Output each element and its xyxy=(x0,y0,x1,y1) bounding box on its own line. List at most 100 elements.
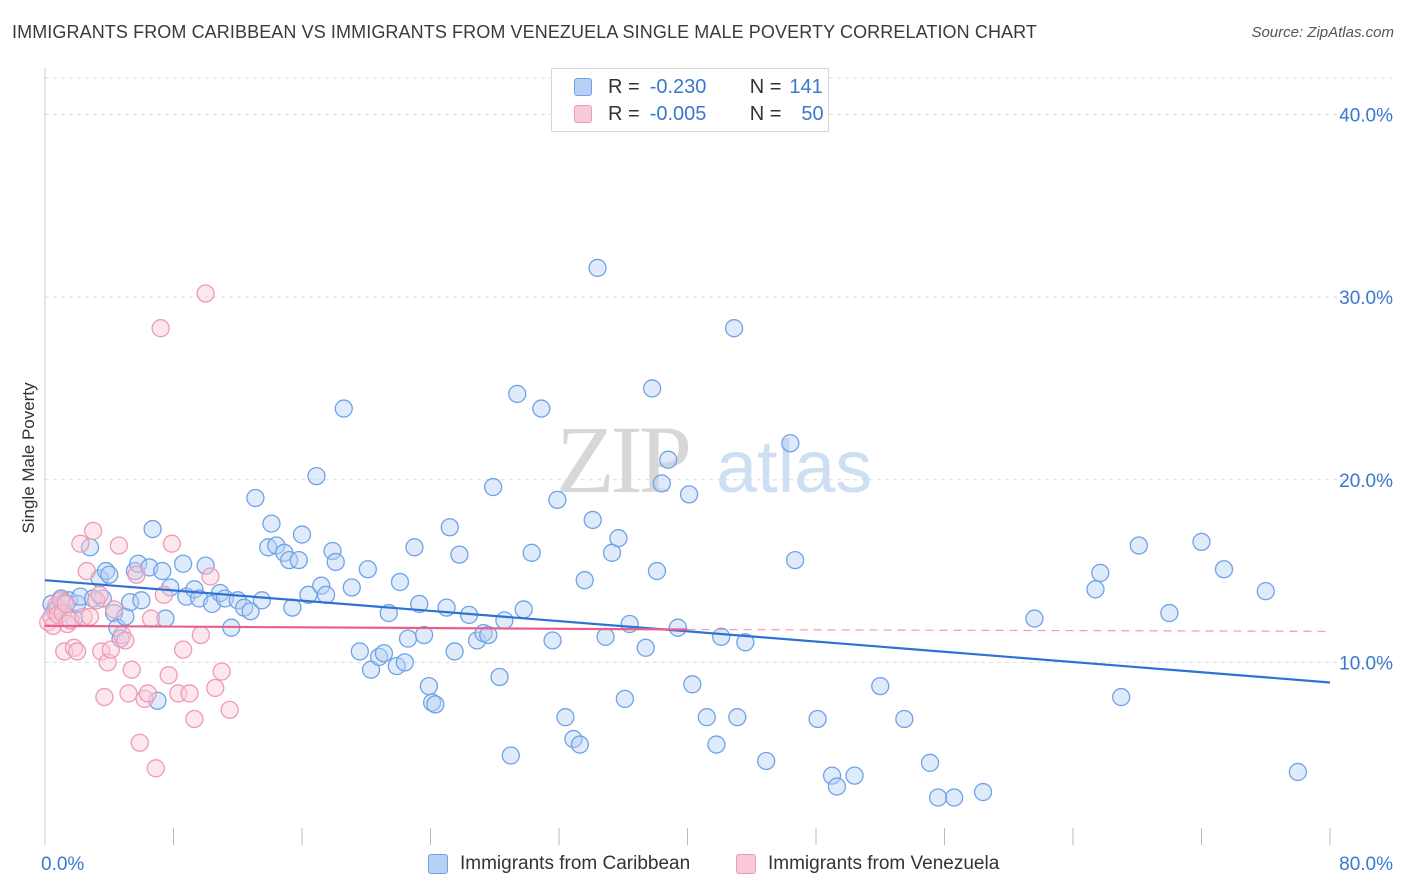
venezuela-point xyxy=(109,536,129,555)
caribbean-point xyxy=(445,642,464,661)
venezuela-point xyxy=(119,684,138,703)
caribbean-swatch xyxy=(574,78,592,96)
venezuela-point xyxy=(206,678,225,698)
watermark-zip: ZIP xyxy=(556,406,689,513)
caribbean-point xyxy=(724,319,744,338)
legend-venezuela-n-label: N = xyxy=(749,102,782,125)
caribbean-point xyxy=(1214,560,1234,579)
caribbean-point xyxy=(350,642,369,661)
gridlines xyxy=(45,77,1392,663)
caribbean-point xyxy=(757,751,776,771)
caribbean-point xyxy=(736,633,755,652)
venezuela-point xyxy=(77,561,96,581)
bottom-venezuela-label: Immigrants from Venezuela xyxy=(768,853,1000,874)
caribbean-point xyxy=(697,708,716,727)
venezuela-point xyxy=(220,700,239,720)
caribbean-point xyxy=(1256,582,1275,601)
caribbean-point xyxy=(326,552,345,572)
caribbean-point xyxy=(292,525,312,544)
caribbean-point xyxy=(1086,580,1105,599)
x-tick-label-max: 80.0% xyxy=(1339,854,1393,875)
caribbean-point xyxy=(845,766,864,785)
caribbean-point xyxy=(173,554,193,573)
caribbean-point xyxy=(596,627,615,646)
caribbean-point xyxy=(785,550,805,570)
caribbean-point xyxy=(479,625,498,645)
caribbean-point xyxy=(615,689,635,709)
y-tick-label: 20.0% xyxy=(1339,471,1393,492)
venezuela-point xyxy=(185,709,204,729)
venezuela-point xyxy=(95,687,114,707)
venezuela-point xyxy=(138,684,157,703)
caribbean-point xyxy=(490,667,509,687)
legend-caribbean-n-label: N = xyxy=(749,75,782,98)
venezuela-point xyxy=(56,594,76,614)
caribbean-point xyxy=(334,399,353,418)
caribbean-point xyxy=(405,538,424,557)
venezuela-point xyxy=(180,684,199,703)
caribbean-point xyxy=(185,580,204,599)
caribbean-point xyxy=(143,519,162,539)
caribbean-point xyxy=(636,638,655,657)
watermark: ZIP atlas xyxy=(556,406,872,513)
caribbean-point xyxy=(556,708,575,727)
venezuela-point xyxy=(191,625,210,645)
caribbean-point xyxy=(358,560,378,579)
caribbean-point xyxy=(426,695,445,714)
caribbean-point xyxy=(683,675,702,694)
caribbean-point xyxy=(1192,532,1211,552)
caribbean-point xyxy=(609,529,628,548)
caribbean-point xyxy=(647,561,667,581)
caribbean-point xyxy=(1129,536,1149,555)
caribbean-point xyxy=(583,510,602,530)
caribbean-point xyxy=(410,594,429,614)
caribbean-point xyxy=(323,541,342,561)
caribbean-point xyxy=(659,450,678,469)
caribbean-point xyxy=(1112,687,1131,707)
source-credit: Source: ZipAtlas.com xyxy=(1251,24,1394,41)
data-points xyxy=(39,258,1308,807)
venezuela-trend-line xyxy=(44,624,688,631)
venezuela-point xyxy=(127,565,146,584)
venezuela-point xyxy=(104,600,124,619)
venezuela-point xyxy=(135,689,154,709)
venezuela-point xyxy=(162,534,182,553)
caribbean-point xyxy=(467,631,487,650)
venezuela-point xyxy=(90,585,109,604)
caribbean-point xyxy=(543,631,562,650)
legend-caribbean-r-label: R = xyxy=(608,75,640,98)
bottom-caribbean-label: Immigrants from Caribbean xyxy=(460,853,691,874)
caribbean-point xyxy=(419,676,439,696)
trend-lines xyxy=(44,579,1331,684)
caribbean-point xyxy=(450,545,469,564)
caribbean-point xyxy=(871,676,890,696)
caribbean-point xyxy=(652,474,671,493)
venezuela-point xyxy=(212,662,231,681)
venezuela-point xyxy=(159,666,178,685)
caribbean-point xyxy=(316,585,336,604)
venezuela-point xyxy=(67,642,87,661)
caribbean-point xyxy=(712,627,731,646)
venezuela-point xyxy=(116,631,135,650)
bottom-legend-venezuela: Immigrants from Venezuela xyxy=(736,852,999,876)
legend-venezuela-r-label: R = xyxy=(608,102,640,125)
caribbean-point xyxy=(944,788,964,807)
caribbean-trend-line xyxy=(44,579,1331,684)
caribbean-point xyxy=(252,591,271,610)
caribbean-point xyxy=(514,600,533,619)
caribbean-point xyxy=(532,399,551,418)
tick-labels: 10.0% 20.0% 30.0% 40.0% 0.0% 80.0% xyxy=(41,106,1393,875)
caribbean-point xyxy=(1288,762,1308,782)
caribbean-point xyxy=(246,488,265,508)
caribbean-point xyxy=(928,788,948,807)
caribbean-point xyxy=(1160,603,1179,623)
caribbean-point xyxy=(827,777,847,796)
caribbean-point xyxy=(679,485,699,504)
y-tick-label: 40.0% xyxy=(1339,106,1393,127)
legend-row-caribbean: R = -0.230 N = 141 xyxy=(574,75,823,99)
caribbean-point xyxy=(100,565,119,584)
venezuela-point xyxy=(146,759,165,778)
caribbean-point xyxy=(262,514,281,533)
caribbean-point xyxy=(728,708,747,727)
